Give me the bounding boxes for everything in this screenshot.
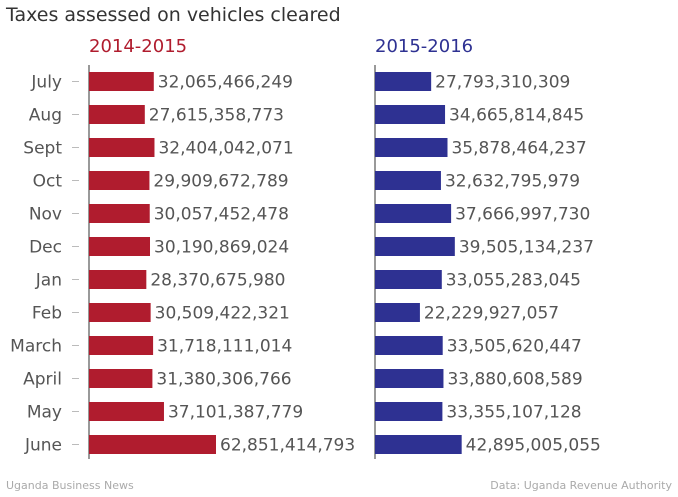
bar (375, 402, 443, 421)
category-label: Sept (23, 139, 62, 159)
bar (89, 105, 145, 124)
category-label: Dec (29, 238, 62, 258)
bar (89, 72, 154, 91)
bar (375, 270, 442, 289)
bar-value-label: 37,101,387,779 (168, 403, 303, 423)
category-label: May (27, 403, 62, 423)
category-label: Jan (35, 271, 62, 291)
bar (375, 369, 444, 388)
panel-title-2015-2016: 2015-2016 (375, 36, 474, 57)
bar (375, 138, 448, 157)
category-label: Nov (29, 205, 62, 225)
bar-value-label: 33,505,620,447 (447, 337, 582, 357)
bar-value-label: 42,895,005,055 (466, 436, 601, 456)
bar (89, 402, 164, 421)
bar (89, 303, 151, 322)
bar (375, 237, 455, 256)
bar (375, 303, 420, 322)
bar (375, 336, 443, 355)
bar-value-label: 37,666,997,730 (455, 205, 590, 225)
bar-value-label: 35,878,464,237 (451, 139, 586, 159)
bar (89, 336, 154, 355)
category-label: April (23, 370, 62, 390)
bar-value-label: 32,065,466,249 (158, 73, 293, 93)
bar (89, 138, 155, 157)
bar-value-label: 27,793,310,309 (435, 73, 570, 93)
bar-value-label: 30,509,422,321 (155, 304, 290, 324)
panel-title-2014-2015: 2014-2015 (89, 36, 188, 57)
bar (89, 369, 153, 388)
bar (375, 72, 432, 91)
bar-value-label: 30,057,452,478 (154, 205, 289, 225)
footer-data-credit: Data: Uganda Revenue Authority (490, 479, 672, 492)
category-label: June (24, 436, 62, 456)
bar (375, 204, 452, 223)
bar (89, 270, 147, 289)
bar (375, 171, 441, 190)
bar (89, 435, 216, 454)
bar-value-label: 31,718,111,014 (157, 337, 292, 357)
bar (89, 171, 150, 190)
category-label: July (30, 73, 62, 93)
bar (375, 435, 462, 454)
category-label: Aug (29, 106, 62, 126)
bar (89, 204, 150, 223)
bar (89, 237, 151, 256)
category-label: Oct (33, 172, 63, 192)
bar-value-label: 32,632,795,979 (445, 172, 580, 192)
chart-title: Taxes assessed on vehicles cleared (6, 4, 341, 26)
bar-value-label: 62,851,414,793 (220, 436, 355, 456)
bar-value-label: 22,229,927,057 (424, 304, 559, 324)
category-label: March (10, 337, 62, 357)
bar-value-label: 31,380,306,766 (156, 370, 291, 390)
bar-value-label: 28,370,675,980 (150, 271, 285, 291)
bar-value-label: 33,355,107,128 (446, 403, 581, 423)
bar-value-label: 39,505,134,237 (459, 238, 594, 258)
bar-value-label: 34,665,814,845 (449, 106, 584, 126)
bar-value-label: 33,880,608,589 (447, 370, 582, 390)
bar-value-label: 32,404,042,071 (158, 139, 293, 159)
bar-value-label: 33,055,283,045 (446, 271, 581, 291)
bar-value-label: 30,190,869,024 (154, 238, 289, 258)
bar-value-label: 27,615,358,773 (149, 106, 284, 126)
category-label: Feb (32, 304, 62, 324)
footer-source: Uganda Business News (6, 479, 134, 492)
bar-value-label: 29,909,672,789 (153, 172, 288, 192)
bar (375, 105, 446, 124)
